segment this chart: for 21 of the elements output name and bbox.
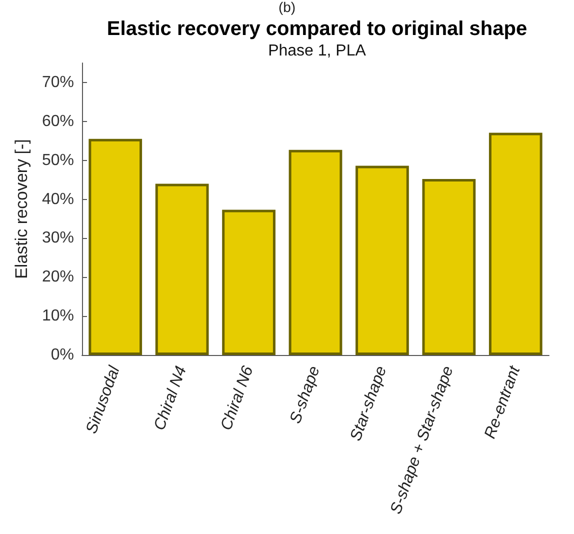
bar (155, 184, 209, 355)
y-tick-label: 10% (42, 308, 74, 325)
bar (422, 179, 476, 355)
text: (b) (278, 0, 296, 15)
bar (288, 150, 342, 355)
chart-subtitle: Phase 1, PLA (268, 42, 366, 60)
bar (222, 210, 276, 355)
x-tick-label: Chiral N6 (218, 364, 257, 433)
y-tick-label: 30% (42, 230, 74, 247)
bar (88, 138, 142, 355)
y-tick-label: 20% (42, 268, 74, 286)
y-axis-title: Elastic recovery [-] (12, 139, 31, 279)
y-tick-label: 40% (42, 190, 74, 208)
x-tick-label: Chiral N4 (151, 364, 190, 433)
y-tick-label: 0% (50, 346, 74, 364)
bar (488, 132, 542, 355)
y-tick-label: 70% (42, 74, 74, 91)
y-tick-label: 60% (42, 112, 74, 130)
chart-title: Elastic recovery compared to original shape (106, 18, 528, 40)
y-tick-label: 50% (42, 152, 74, 169)
bar (356, 166, 409, 355)
